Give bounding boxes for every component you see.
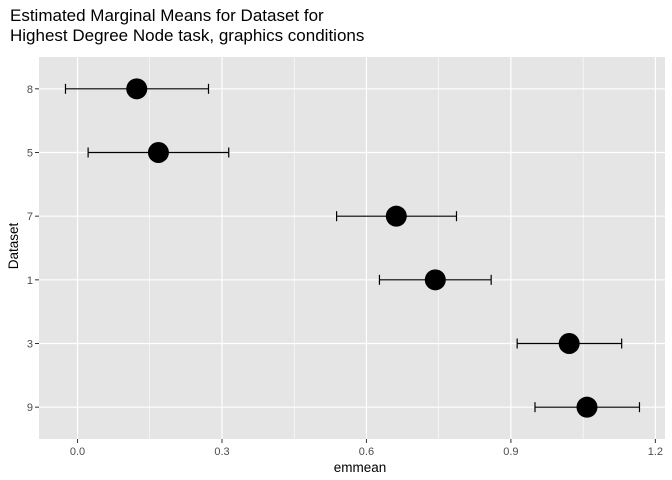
x-tick-label: 1.2 (648, 446, 663, 458)
y-tick-label: 5 (27, 148, 33, 160)
y-tick-label: 1 (27, 275, 33, 287)
x-tick-label: 0.9 (503, 446, 518, 458)
chart-title-line-2: Highest Degree Node task, graphics condi… (10, 26, 364, 45)
y-tick-label: 3 (27, 339, 33, 351)
x-axis-ticks: 0.0 0.3 0.6 0.9 1.2 (70, 439, 663, 458)
y-tick-label: 9 (27, 402, 33, 414)
minor-gridlines (149, 57, 584, 439)
data-points (126, 78, 598, 418)
plot-panel (39, 57, 665, 439)
y-axis-title: Dataset (6, 222, 21, 269)
data-point (558, 333, 580, 354)
data-point (126, 78, 148, 100)
y-tick-label: 7 (27, 211, 33, 223)
data-point (385, 205, 407, 227)
y-axis-ticks: 8 5 7 1 3 9 (27, 84, 39, 414)
x-tick-label: 0.6 (359, 446, 374, 458)
x-axis-title: emmean (334, 460, 387, 475)
data-point (424, 269, 446, 291)
data-point (576, 396, 598, 418)
x-tick-label: 0.0 (70, 446, 85, 458)
data-point (147, 142, 169, 163)
chart-title-line-1: Estimated Marginal Means for Dataset for (10, 6, 324, 25)
y-tick-label: 8 (27, 84, 33, 96)
x-tick-label: 0.3 (214, 446, 229, 458)
